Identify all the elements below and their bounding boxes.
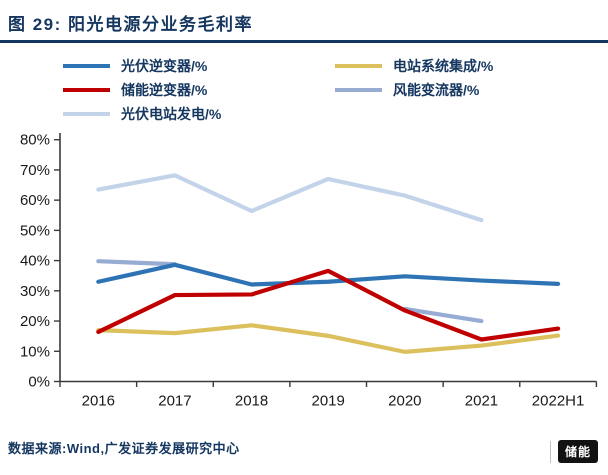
legend-swatch <box>63 88 110 92</box>
svg-text:2021: 2021 <box>465 393 498 410</box>
watermark-badge: 储能 <box>557 440 598 463</box>
svg-text:2022H1: 2022H1 <box>532 393 585 410</box>
svg-text:2020: 2020 <box>388 393 421 410</box>
series-电站系统集成/% <box>96 323 561 354</box>
figure-header: 图 29: 阳光电源分业务毛利率 <box>0 4 608 43</box>
legend-label: 储能逆变器/% <box>121 82 208 98</box>
svg-text:50%: 50% <box>20 222 50 239</box>
y-axis: 0% 10% 20% 30% 40% 50% 60% 70% 80% <box>20 132 61 391</box>
svg-text:2017: 2017 <box>158 393 191 410</box>
svg-text:40%: 40% <box>20 253 50 270</box>
page-title: 图 29: 阳光电源分业务毛利率 <box>8 14 254 34</box>
data-source-note: 数据来源:Wind,广发证券发展研究中心 <box>8 441 240 456</box>
legend-swatch <box>335 64 382 68</box>
legend-swatch <box>335 88 382 92</box>
legend-label: 光伏电站发电/% <box>121 106 222 122</box>
svg-text:60%: 60% <box>20 192 50 209</box>
watermark-divider <box>549 440 551 463</box>
gross-margin-line-chart: 0%10%20%30%40%50%60%70%80%2016 2017 2018 20… <box>20 132 598 410</box>
legend-swatch <box>63 112 110 116</box>
svg-text:2016: 2016 <box>82 393 115 410</box>
legend-label: 风能变流器/% <box>393 82 480 98</box>
legend-label: 电站系统集成/% <box>393 58 494 74</box>
legend-item-1: 电站系统集成/% <box>335 56 545 76</box>
svg-text:70%: 70% <box>20 162 50 179</box>
legend-swatch <box>63 64 110 68</box>
legend-item-0: 光伏逆变器/% <box>63 56 273 76</box>
svg-text:80%: 80% <box>20 132 50 149</box>
svg-text:0%: 0% <box>28 374 50 391</box>
series-储能逆变器/% <box>96 268 561 342</box>
legend-item-3: 风能变流器/% <box>335 80 545 100</box>
svg-text:20%: 20% <box>20 313 50 330</box>
chart-area: 0% 10% 20% 30% 40% 50% 60% 70% 80% 2016 2017 2018 20… <box>0 128 608 443</box>
svg-text:30%: 30% <box>20 283 50 300</box>
legend-item-2: 储能逆变器/% <box>63 80 273 100</box>
legend-label: 光伏逆变器/% <box>121 58 208 74</box>
series-光伏逆变器/% <box>96 262 561 287</box>
watermark: 储能 <box>549 440 598 463</box>
svg-text:10%: 10% <box>20 343 50 360</box>
svg-text:2018: 2018 <box>235 393 268 410</box>
chart-legend: 光伏逆变器/% 电站系统集成/% 储能逆变器/% 风能变流器/% 光伏电站发电/% <box>0 56 608 124</box>
svg-text:2019: 2019 <box>312 393 345 410</box>
series-风能变流器/% <box>96 259 484 324</box>
legend-item-4: 光伏电站发电/% <box>63 104 273 124</box>
series-光伏电站发电/% <box>96 173 484 223</box>
x-axis: 2016 2017 2018 2019 2020 2021 2022H1 <box>59 380 598 410</box>
